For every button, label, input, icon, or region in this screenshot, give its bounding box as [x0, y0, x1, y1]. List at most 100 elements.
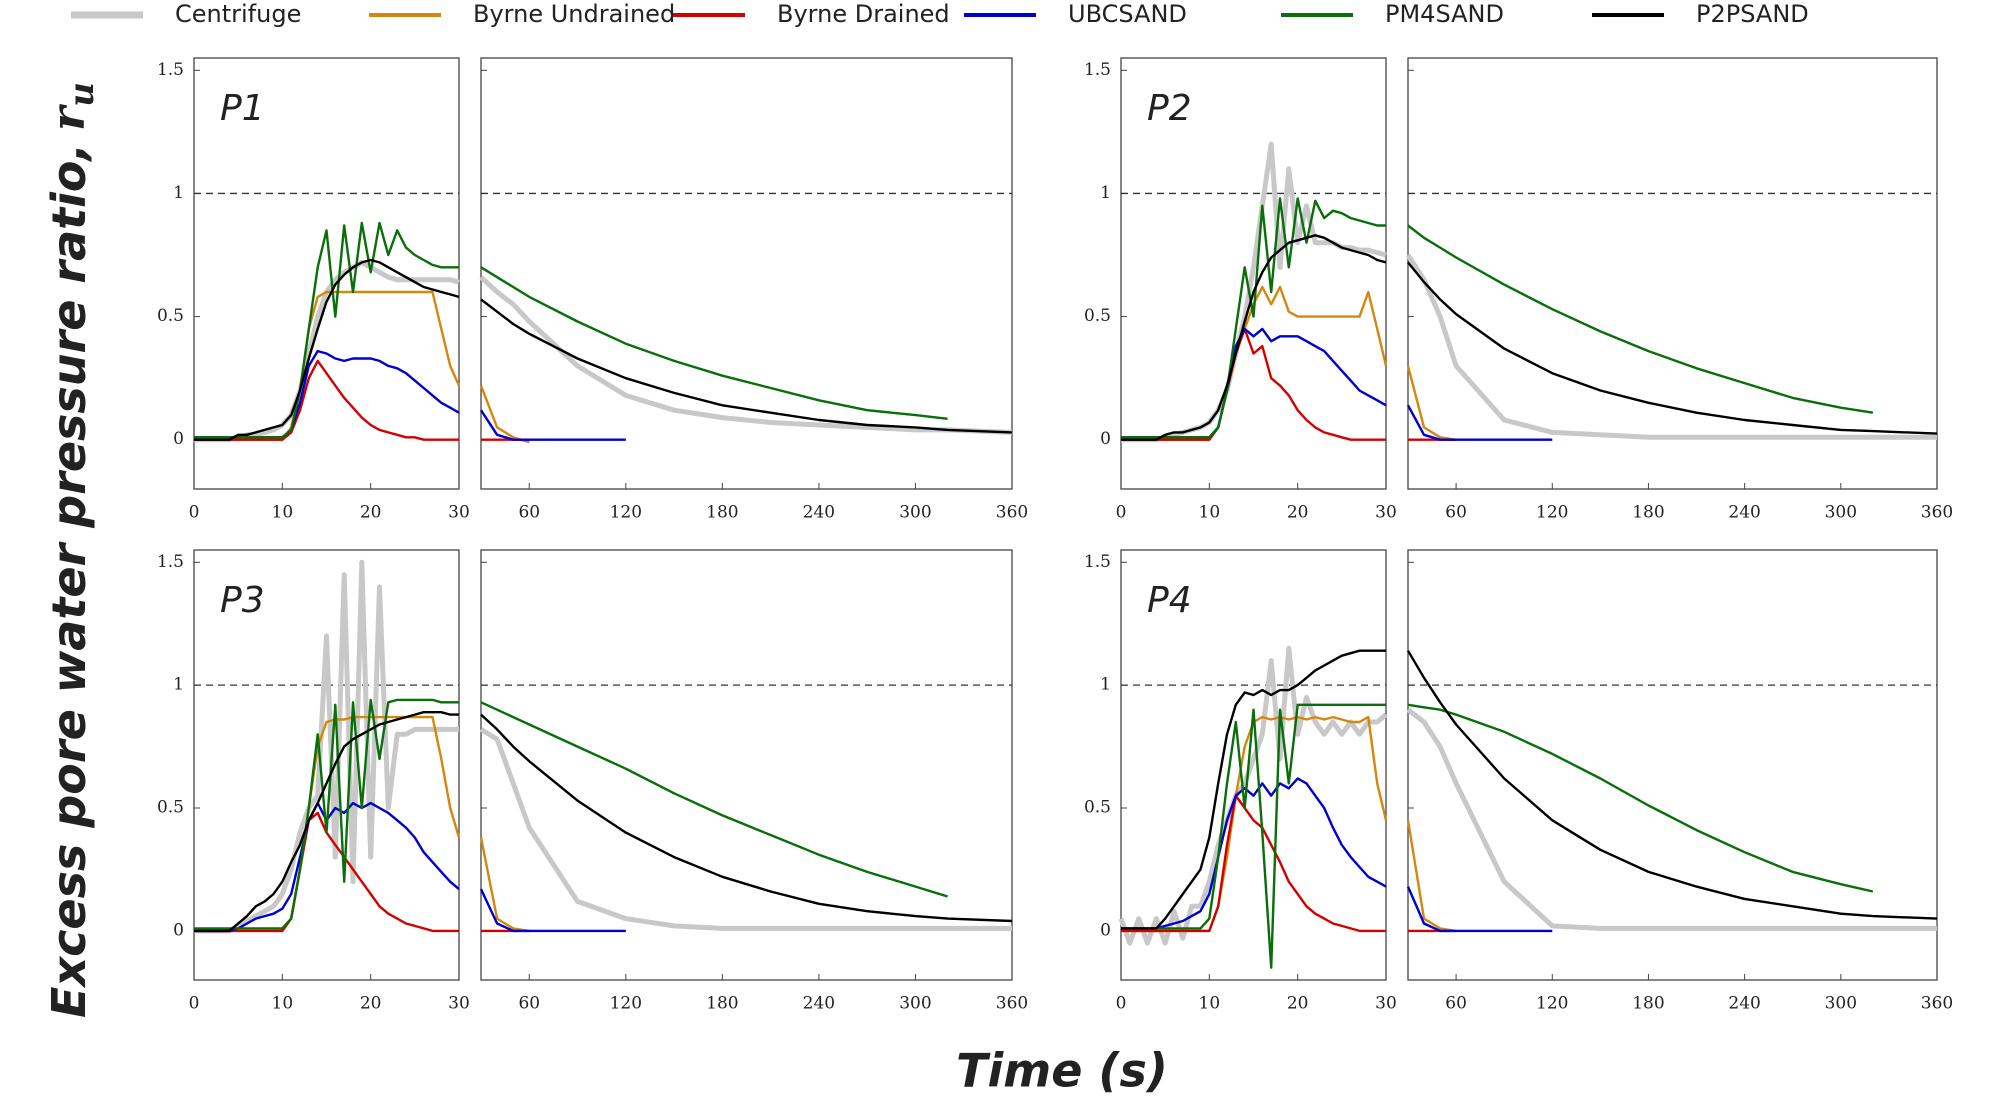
- series-line: [1406, 650, 1938, 920]
- y-tick-label: 0: [173, 429, 184, 449]
- x-tick-label: 360: [1921, 503, 1953, 523]
- x-tick-label: 0: [189, 994, 200, 1014]
- x-tick-label: 20: [360, 503, 382, 523]
- series-line: [480, 298, 1013, 434]
- x-tick-label: 0: [1116, 503, 1127, 523]
- x-tick-label: 30: [1375, 503, 1397, 523]
- series-line: [479, 275, 1013, 435]
- series-line: [194, 359, 459, 441]
- series-line: [1406, 707, 1937, 931]
- x-tick-label: 60: [1445, 503, 1467, 523]
- y-tick-label: 1: [1100, 675, 1111, 695]
- series-line: [479, 837, 530, 933]
- series-line: [1406, 820, 1457, 933]
- subplot: 0 0.5 1 1.5 0 10 20 30 P4: [1084, 549, 1397, 1014]
- y-tick-label: 0: [1100, 429, 1111, 449]
- x-tick-label: 20: [1287, 503, 1309, 523]
- series-line: [1121, 649, 1386, 930]
- x-tick-label: 180: [706, 503, 738, 523]
- y-tick-label: 0: [1100, 920, 1111, 940]
- plot-frame: [1407, 57, 1938, 490]
- series-line: [479, 888, 626, 933]
- x-tick-label: 300: [899, 994, 931, 1014]
- x-tick-label: 10: [272, 503, 294, 523]
- x-tick-label: 240: [803, 994, 835, 1014]
- x-tick-label: 30: [1375, 994, 1397, 1014]
- series-line: [1121, 234, 1387, 441]
- legend-label: Byrne Drained: [777, 0, 950, 28]
- x-tick-label: 120: [610, 503, 642, 523]
- subplot: 60 120 180 240 300 360: [1405, 57, 1953, 523]
- x-tick-label: 60: [1445, 994, 1467, 1014]
- y-tick-label: 1.5: [1084, 60, 1111, 80]
- y-tick-label: 1.5: [157, 60, 184, 80]
- x-tick-label: 300: [899, 503, 931, 523]
- series-line: [480, 713, 1013, 923]
- series-line: [480, 701, 948, 898]
- y-tick-label: 1: [1100, 183, 1111, 203]
- subplot: 60 120 180 240 300 360: [1406, 549, 1953, 1014]
- subplot: 60 120 180 240 300 360: [479, 57, 1028, 523]
- x-axis-label: Time (s): [956, 1044, 1168, 1098]
- x-tick-label: 120: [1536, 503, 1568, 523]
- plot-frame: [1407, 549, 1938, 981]
- legend-label: Byrne Undrained: [473, 0, 675, 28]
- y-label-text: Excess pore water pressure ratio,: [42, 143, 96, 1018]
- legend-label: P2PSAND: [1696, 0, 1809, 28]
- y-label-symbol: r: [41, 103, 95, 131]
- series-line: [1407, 224, 1874, 414]
- x-tick-label: 120: [610, 994, 642, 1014]
- y-tick-label: 0.5: [157, 306, 184, 326]
- x-tick-label: 300: [1825, 503, 1857, 523]
- x-tick-label: 120: [1536, 994, 1568, 1014]
- plot-frame: [193, 57, 460, 490]
- x-tick-label: 30: [448, 994, 470, 1014]
- x-tick-label: 360: [996, 503, 1028, 523]
- x-tick-label: 360: [996, 994, 1028, 1014]
- x-tick-label: 10: [1199, 503, 1221, 523]
- x-tick-label: 30: [448, 503, 470, 523]
- x-tick-label: 20: [1287, 994, 1309, 1014]
- y-tick-label: 0.5: [157, 798, 184, 818]
- series-line: [479, 409, 626, 441]
- y-tick-label: 1: [173, 675, 184, 695]
- series-line: [480, 266, 948, 420]
- x-tick-label: 180: [1632, 994, 1664, 1014]
- series-line: [1121, 777, 1387, 930]
- series-line: [1118, 645, 1388, 946]
- series-line: [194, 221, 459, 439]
- x-tick-label: 10: [1199, 994, 1221, 1014]
- subplot: 0 0.5 1 1.5 0 10 20 30 P1: [157, 57, 470, 523]
- series-line: [1406, 404, 1553, 441]
- x-tick-label: 0: [1116, 994, 1127, 1014]
- x-tick-label: 240: [803, 503, 835, 523]
- series-line: [1407, 261, 1938, 435]
- series-line: [194, 559, 459, 934]
- subplot: 0 0.5 1 1.5 0 10 20 30 P3: [157, 549, 470, 1014]
- series-line: [194, 258, 460, 441]
- legend-label: PM4SAND: [1385, 0, 1504, 28]
- y-tick-label: 0.5: [1084, 306, 1111, 326]
- x-tick-label: 60: [518, 994, 540, 1014]
- series-line: [1407, 703, 1874, 893]
- subplot: 0 0.5 1 1.5 0 10 20 30 P2: [1084, 57, 1397, 523]
- y-axis-label: Excess pore water pressure ratio, ru: [41, 82, 102, 1018]
- x-tick-label: 20: [360, 994, 382, 1014]
- series-line: [1121, 327, 1386, 441]
- series-line: [1405, 253, 1937, 440]
- y-tick-label: 1: [173, 183, 184, 203]
- plot-frame: [480, 57, 1013, 490]
- panel-title: P2: [1147, 88, 1192, 129]
- x-tick-label: 60: [518, 503, 540, 523]
- y-label-subscript: u: [62, 82, 102, 107]
- panel-title: P1: [220, 88, 265, 129]
- series-line: [1121, 197, 1386, 439]
- x-tick-label: 300: [1825, 994, 1857, 1014]
- x-tick-label: 180: [706, 994, 738, 1014]
- x-tick-label: 0: [189, 503, 200, 523]
- plot-frame: [193, 549, 460, 981]
- y-tick-label: 0.5: [1084, 798, 1111, 818]
- y-tick-label: 1.5: [157, 552, 184, 572]
- subplot: 60 120 180 240 300 360: [479, 549, 1028, 1014]
